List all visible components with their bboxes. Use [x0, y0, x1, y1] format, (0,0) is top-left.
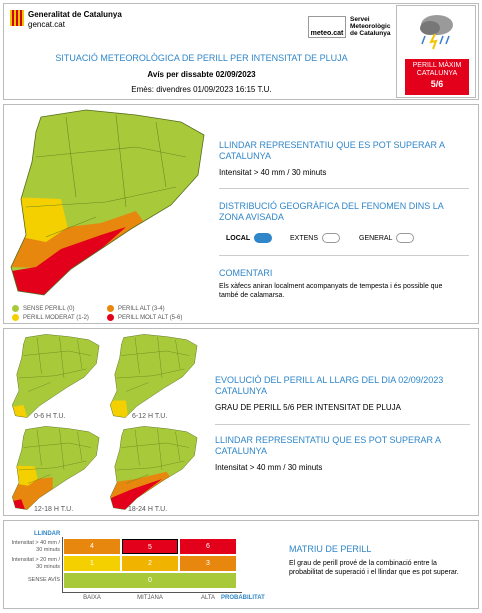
- max-label: CATALUNYA: [416, 70, 458, 78]
- max-box: PERILL MÀXIM CATALUNYA 5/6: [396, 5, 476, 98]
- row-label: SENSE AVÍS: [28, 577, 60, 583]
- separator: [219, 188, 469, 189]
- service-line: Meteorològic: [350, 23, 391, 31]
- matrix-x-title: PROBABILITAT: [221, 595, 265, 601]
- service-line: Servei: [350, 16, 370, 23]
- toggle-off: [396, 233, 415, 243]
- max-value: 5/6: [430, 78, 444, 89]
- matrix-y-title: LLINDAR: [34, 531, 61, 537]
- row-label: Intensitat > 20 mm / 30 minuts: [11, 557, 60, 570]
- column-label: MITJANA: [137, 595, 163, 601]
- site: gencat.cat: [28, 20, 65, 29]
- cell: 5: [122, 539, 178, 554]
- evolution-title: EVOLUCIÓ DEL PERILL AL LLARG DEL DIA 02/…: [215, 375, 444, 397]
- axis: [62, 592, 242, 593]
- option: LOCAL: [226, 233, 273, 244]
- option: GENERAL: [359, 233, 415, 244]
- threshold: Intensitat > 40 mm / 30 minuts: [219, 168, 327, 177]
- option: EXTENS: [290, 233, 341, 244]
- org: Generalitat de Catalunya: [28, 10, 122, 19]
- period: 18-24 H T.U.: [128, 506, 168, 513]
- threshold-title: LLINDAR REPRESENTATIU QUE ES POT SUPERAR…: [215, 435, 441, 457]
- evolution: 0-6 H T.U. 6-12 H T.U. 12-18 H T.U. 18-2…: [3, 328, 479, 516]
- rain-icon: [420, 15, 453, 50]
- max-label: PERILL MÀXIM: [412, 62, 462, 69]
- cell: 4: [64, 539, 120, 554]
- level: GRAU DE PERILL 5/6 PER INTENSITAT DE PLU…: [215, 403, 401, 412]
- toggle-on: [254, 233, 273, 243]
- period-maps: [12, 334, 198, 510]
- row-label: Intensitat > 40 mm / 30 minuts: [11, 540, 60, 553]
- period: 0-6 H T.U.: [34, 413, 66, 420]
- cell: 1: [64, 556, 120, 571]
- matrix-section: LLINDAR Intensitat > 40 mm / 30 minuts I…: [3, 520, 479, 609]
- axis: [62, 537, 63, 593]
- legend-item: SENSE PERILL (0): [23, 306, 75, 313]
- cell: 6: [180, 539, 236, 554]
- comment-title: COMENTARI: [219, 268, 273, 278]
- service: Servei Meteorològic de Catalunya: [350, 16, 390, 37]
- matrix-title: MATRIU DE PERILL: [289, 544, 372, 554]
- option-label: LOCAL: [226, 234, 251, 242]
- title: SITUACIÓ METEOROLÒGICA DE PERILL PER INT…: [55, 53, 348, 63]
- option-label: GENERAL: [359, 234, 393, 242]
- legend-item: PERILL ALT (3-4): [118, 306, 165, 313]
- header: Generalitat de Catalunya gencat.cat mete…: [3, 3, 479, 100]
- column-label: BAIXA: [83, 595, 101, 601]
- threshold-title: LLINDAR REPRESENTATIU QUE ES POT SUPERAR…: [219, 140, 445, 162]
- cell: 2: [122, 556, 178, 571]
- option-label: EXTENS: [290, 234, 319, 242]
- period: 6-12 H T.U.: [132, 413, 168, 420]
- cell: 0: [64, 573, 236, 588]
- matrix-text: El grau de perill prové de la combinació…: [289, 560, 459, 576]
- subtitle: Avís per dissabte 02/09/2023: [147, 70, 256, 79]
- summary: SENSE PERILL (0) PERILL ALT (3-4) PERILL…: [3, 104, 479, 324]
- period: 12-18 H T.U.: [34, 506, 74, 513]
- threshold: Intensitat > 40 mm / 30 minuts: [215, 463, 323, 472]
- distribution-title: DISTRIBUCIÓ GEOGRÀFICA DEL FENOMEN DINS …: [219, 201, 444, 223]
- legend-item: PERILL MOLT ALT (5-6): [118, 315, 183, 322]
- cell: 3: [180, 556, 236, 571]
- separator: [215, 424, 470, 425]
- service-line: de Catalunya: [350, 30, 391, 38]
- gencat-icon: [10, 10, 24, 26]
- legend-item: PERILL MODERAT (1-2): [23, 315, 89, 322]
- comment: Els xàfecs aniran localment acompanyats …: [219, 283, 443, 299]
- main-map: [10, 109, 205, 296]
- separator: [219, 255, 469, 256]
- max-level: PERILL MÀXIM CATALUNYA 5/6: [405, 59, 469, 95]
- meteo-logo: meteo.cat: [308, 16, 346, 38]
- column-label: ALTA: [200, 595, 216, 601]
- toggle-off: [322, 233, 341, 243]
- issued: Emès: divendres 01/09/2023 16:15 T.U.: [131, 85, 272, 94]
